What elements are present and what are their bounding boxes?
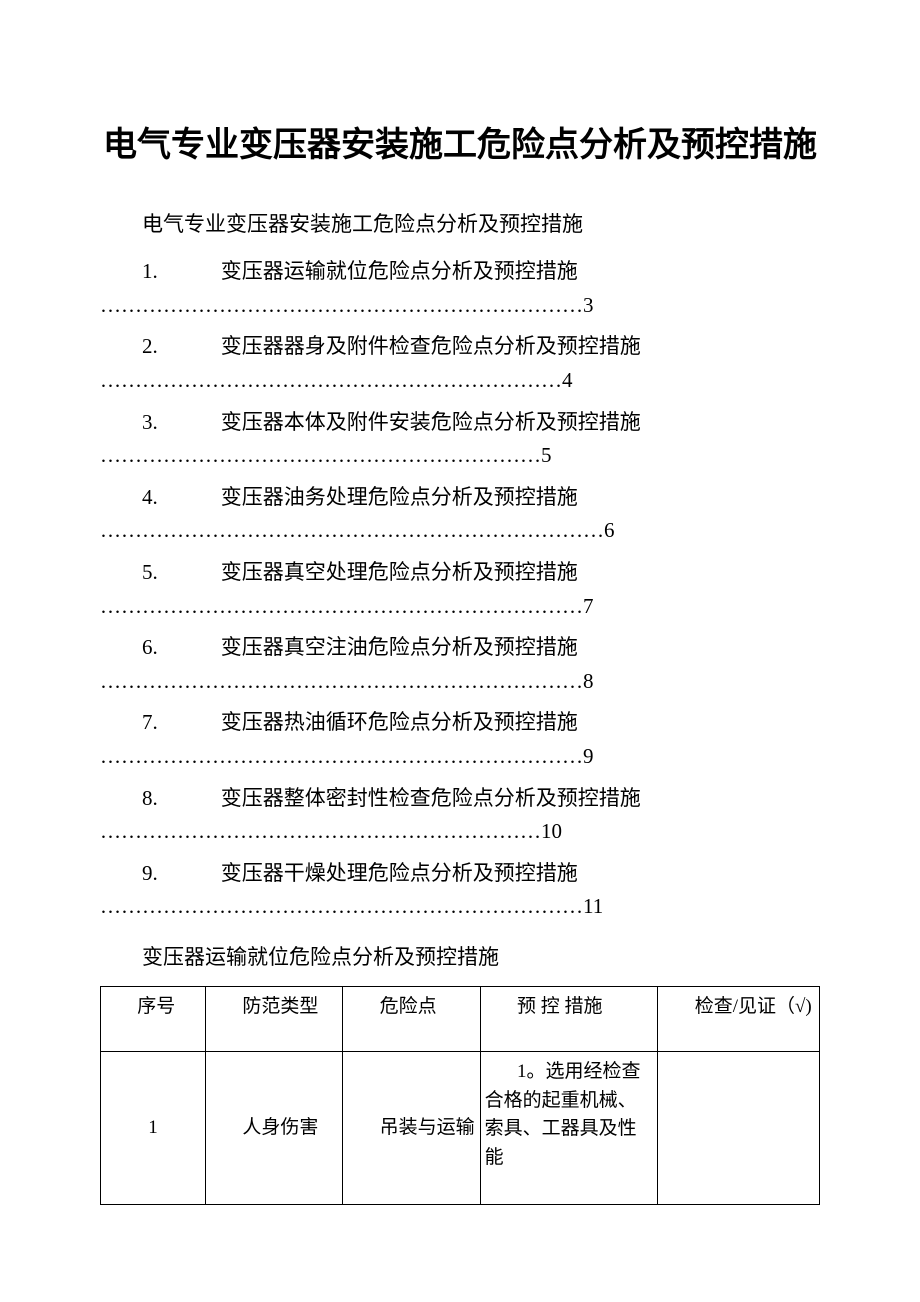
toc-label: 变压器油务处理危险点分析及预控措施 xyxy=(221,485,578,509)
toc-dots-6: ……………………………………………………………8 xyxy=(100,665,820,699)
toc-item-1: 1. 变压器运输就位危险点分析及预控措施 xyxy=(100,255,820,289)
table-header-row: 序号 防范类型 危险点 预 控 措施 检查/见证（√) xyxy=(101,987,820,1052)
toc-dots-5: ……………………………………………………………7 xyxy=(100,590,820,624)
col-category: 防范类型 xyxy=(206,987,343,1052)
toc-item-7: 7. 变压器热油循环危险点分析及预控措施 xyxy=(100,706,820,740)
section-header: 变压器运输就位危险点分析及预控措施 xyxy=(100,934,820,980)
toc-dots-2: …………………………………………………………4 xyxy=(100,364,820,398)
cell-text: 1。选用经检查合格的起重机械、索具、工器具及性能 xyxy=(485,1058,654,1172)
cell-serial: 1 xyxy=(101,1052,206,1205)
col-serial: 序号 xyxy=(101,987,206,1052)
cell-text: 人身伤害 xyxy=(210,1114,338,1143)
col-label: 检查/见证（√) xyxy=(662,993,815,1022)
toc-num: 5. xyxy=(142,560,158,584)
toc-num: 7. xyxy=(142,710,158,734)
toc-label: 变压器运输就位危险点分析及预控措施 xyxy=(221,259,578,283)
toc-num: 6. xyxy=(142,635,158,659)
col-check: 检查/见证（√) xyxy=(658,987,820,1052)
toc-item-3: 3. 变压器本体及附件安装危险点分析及预控措施 xyxy=(100,406,820,440)
toc-num: 9. xyxy=(142,861,158,885)
page: 电气专业变压器安装施工危险点分析及预控措施 电气专业变压器安装施工危险点分析及预… xyxy=(0,0,920,1302)
toc-label: 变压器整体密封性检查危险点分析及预控措施 xyxy=(221,786,641,810)
toc-item-9: 9. 变压器干燥处理危险点分析及预控措施 xyxy=(100,857,820,891)
toc-item-5: 5. 变压器真空处理危险点分析及预控措施 xyxy=(100,556,820,590)
col-label: 防范类型 xyxy=(210,993,338,1022)
toc-label: 变压器真空处理危险点分析及预控措施 xyxy=(221,560,578,584)
cell-risk: 吊装与运输 xyxy=(343,1052,480,1205)
toc-num: 8. xyxy=(142,786,158,810)
toc-num: 4. xyxy=(142,485,158,509)
cell-check xyxy=(658,1052,820,1205)
toc-label: 变压器干燥处理危险点分析及预控措施 xyxy=(221,861,578,885)
toc-dots-8: ………………………………………………………10 xyxy=(100,815,820,849)
toc-dots-9: ……………………………………………………………11 xyxy=(100,890,820,924)
toc-num: 1. xyxy=(142,259,158,283)
col-label: 危险点 xyxy=(347,993,475,1022)
cell-text: 吊装与运输 xyxy=(347,1114,475,1143)
toc-item-8: 8. 变压器整体密封性检查危险点分析及预控措施 xyxy=(100,782,820,816)
toc-item-4: 4. 变压器油务处理危险点分析及预控措施 xyxy=(100,481,820,515)
toc-dots-1: ……………………………………………………………3 xyxy=(100,289,820,323)
toc-dots-3: ………………………………………………………5 xyxy=(100,439,820,473)
toc-label: 变压器真空注油危险点分析及预控措施 xyxy=(221,635,578,659)
toc-label: 变压器本体及附件安装危险点分析及预控措施 xyxy=(221,410,641,434)
col-risk: 危险点 xyxy=(343,987,480,1052)
toc-num: 3. xyxy=(142,410,158,434)
toc-dots-7: ……………………………………………………………9 xyxy=(100,740,820,774)
col-label: 序号 xyxy=(105,993,201,1022)
toc-label: 变压器器身及附件检查危险点分析及预控措施 xyxy=(221,334,641,358)
table-row: 1 人身伤害 吊装与运输 1。选用经检查合格的起重机械、索具、工器具及性能 xyxy=(101,1052,820,1205)
toc-num: 2. xyxy=(142,334,158,358)
toc-item-6: 6. 变压器真空注油危险点分析及预控措施 xyxy=(100,631,820,665)
cell-category: 人身伤害 xyxy=(206,1052,343,1205)
subtitle: 电气专业变压器安装施工危险点分析及预控措施 xyxy=(100,201,820,247)
toc-item-2: 2. 变压器器身及附件检查危险点分析及预控措施 xyxy=(100,330,820,364)
toc-dots-4: ………………………………………………………………6 xyxy=(100,514,820,548)
page-title: 电气专业变压器安装施工危险点分析及预控措施 xyxy=(100,120,820,171)
col-label: 预 控 措施 xyxy=(485,993,654,1022)
content-layer: 电气专业变压器安装施工危险点分析及预控措施 电气专业变压器安装施工危险点分析及预… xyxy=(100,120,820,1205)
col-measure: 预 控 措施 xyxy=(480,987,658,1052)
toc-label: 变压器热油循环危险点分析及预控措施 xyxy=(221,710,578,734)
cell-measure: 1。选用经检查合格的起重机械、索具、工器具及性能 xyxy=(480,1052,658,1205)
risk-table: 序号 防范类型 危险点 预 控 措施 检查/见证（√) 1 人身伤害 吊装与运输… xyxy=(100,986,820,1205)
